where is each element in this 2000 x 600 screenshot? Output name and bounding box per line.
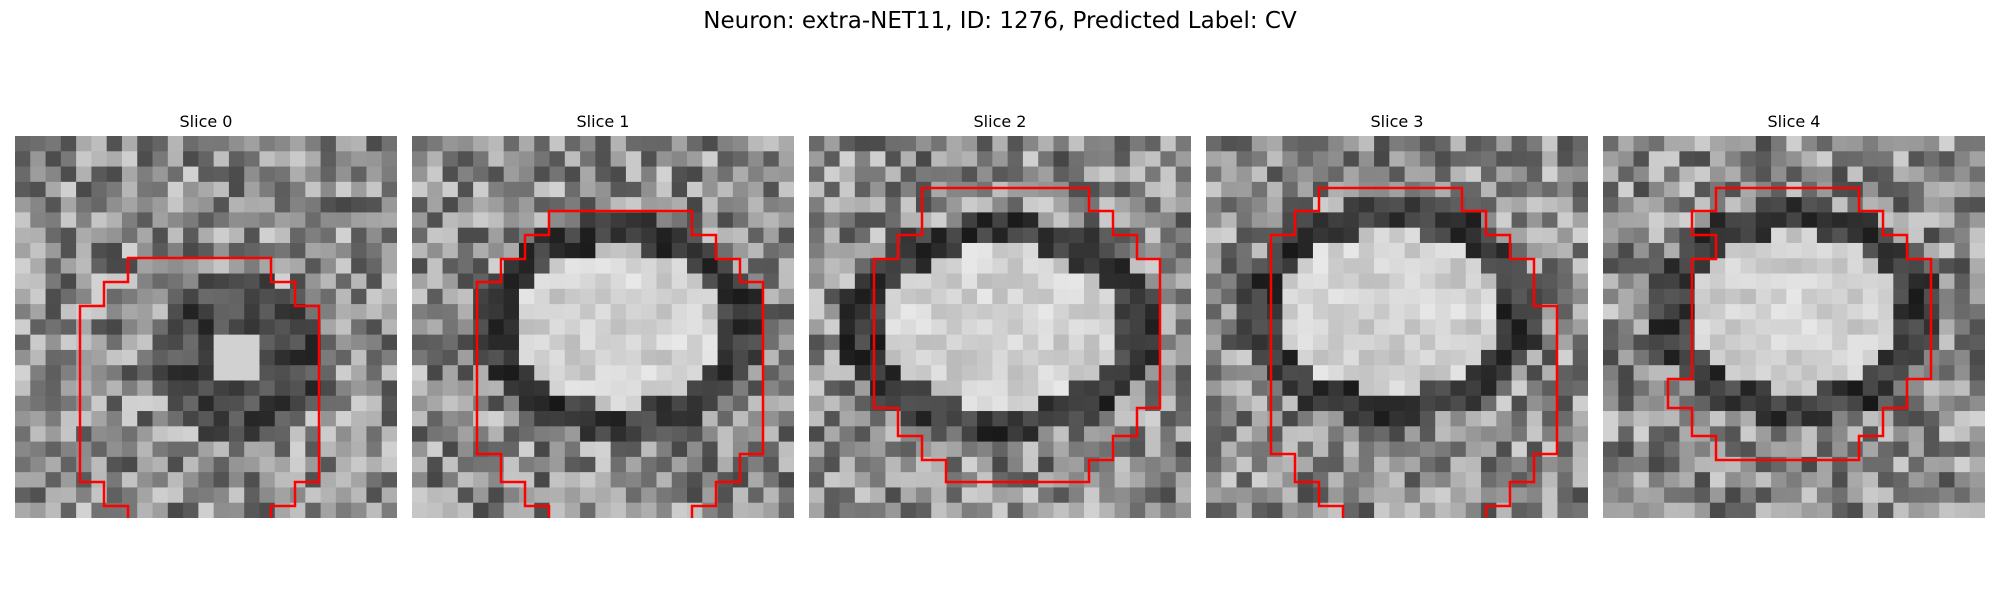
slice-panel-3: Slice 3 [1206, 108, 1588, 518]
slice-image [15, 136, 397, 518]
slice-panel-4: Slice 4 [1603, 108, 1985, 518]
pixel-grid [1603, 136, 1985, 518]
slice-image [809, 136, 1191, 518]
slice-image [1206, 136, 1588, 518]
slice-panel-2: Slice 2 [809, 108, 1191, 518]
pixel-grid [1206, 136, 1588, 518]
pixel-grid [15, 136, 397, 518]
slice-title: Slice 2 [973, 112, 1027, 131]
pixel-grid [809, 136, 1191, 518]
slice-title: Slice 1 [576, 112, 630, 131]
slice-svg [809, 136, 1191, 518]
slice-panel-1: Slice 1 [412, 108, 794, 518]
slice-title: Slice 4 [1767, 112, 1821, 131]
slice-image [1603, 136, 1985, 518]
roi-contour [872, 186, 1162, 484]
roi-contour [1269, 186, 1559, 518]
slice-svg [1206, 136, 1588, 518]
figure-title: Neuron: extra-NET11, ID: 1276, Predicted… [703, 8, 1297, 34]
slice-panel-0: Slice 0 [15, 108, 397, 518]
roi-contour [1666, 186, 1933, 462]
slice-svg [412, 136, 794, 518]
slice-image [412, 136, 794, 518]
slice-title: Slice 0 [179, 112, 233, 131]
pixel-grid [412, 136, 794, 518]
roi-contour [78, 256, 321, 518]
slice-svg [1603, 136, 1985, 518]
slice-svg [15, 136, 397, 518]
slice-title: Slice 3 [1370, 112, 1424, 131]
roi-contour [475, 209, 765, 518]
